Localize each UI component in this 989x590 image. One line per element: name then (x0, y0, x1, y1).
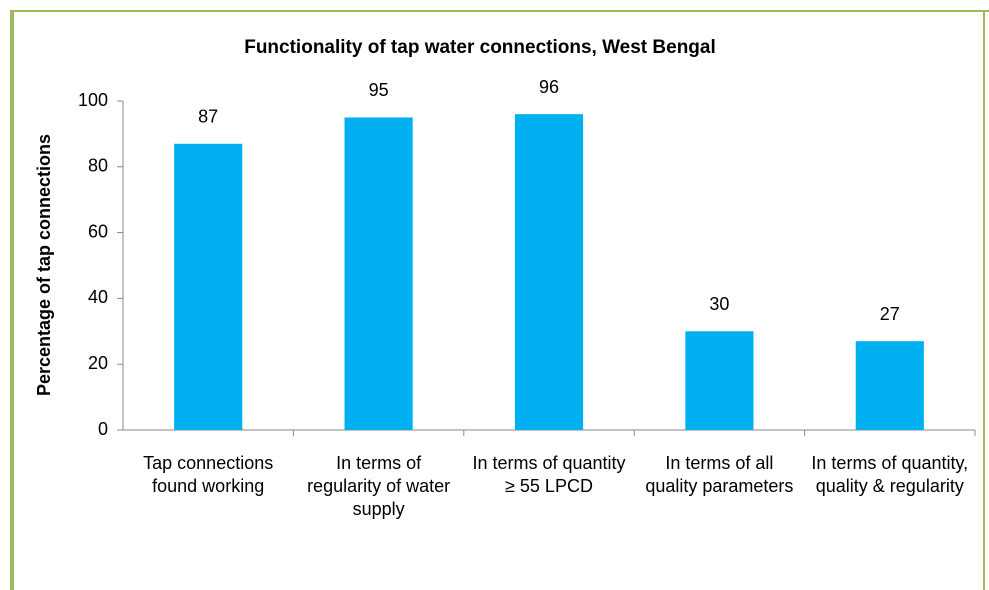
x-tick-label: In terms of regularity of water supply (307, 453, 451, 519)
x-tick-label: In terms of all quality parameters (645, 453, 794, 496)
y-tick-label: 0 (98, 419, 108, 439)
y-tick-label: 100 (78, 90, 108, 110)
x-tick-label: Tap connections found working (143, 453, 274, 496)
y-tick-label: 20 (88, 353, 108, 373)
x-tick-label: In terms of quantity, quality & regulari… (811, 453, 969, 496)
bar (685, 331, 754, 430)
value-label: 87 (198, 107, 218, 127)
bar (514, 114, 584, 430)
value-label: 96 (539, 77, 559, 97)
bar (855, 341, 924, 430)
bar (174, 143, 243, 430)
y-tick-label: 80 (88, 156, 108, 176)
y-tick-label: 60 (88, 221, 108, 241)
value-label: 95 (369, 80, 389, 100)
value-label: 27 (880, 304, 900, 324)
y-axis-title: Percentage of tap connections (34, 134, 54, 396)
chart-title: Functionality of tap water connections, … (244, 37, 716, 58)
y-tick-label: 40 (88, 287, 108, 307)
value-label: 30 (709, 294, 729, 314)
bar (344, 117, 413, 430)
x-tick-label: In terms of quantity ≥ 55 LPCD (472, 453, 626, 496)
